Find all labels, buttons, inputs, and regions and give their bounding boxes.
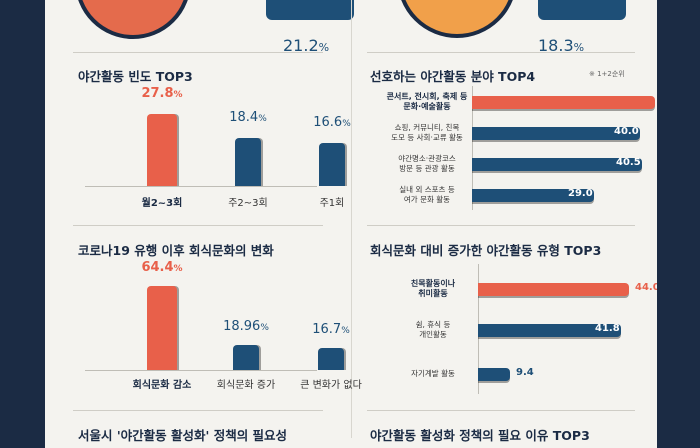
data-label: 40.5 (616, 157, 641, 168)
policy-reason-title: 야간활동 활성화 정책의 필요 이유 TOP3 (370, 428, 590, 443)
column-divider (351, 0, 352, 438)
policy-need-title: 서울시 '야간활동 활성화' 정책의 필요성 (78, 428, 288, 443)
category-label-line: 개인활동 (419, 330, 447, 339)
category-label: 야간명소·관광코스 방문 등 관광 활동 (382, 154, 472, 174)
bar (319, 143, 345, 186)
category-label: 회식문화 증가 (216, 380, 276, 391)
data-label: 16.6% (297, 115, 367, 130)
data-label: 27.8% (127, 86, 197, 101)
corona-baseline (85, 370, 317, 371)
category-label-line: 실내 외 스포츠 등 (399, 185, 455, 194)
category-label: 쇼핑, 커뮤니티, 친목 도모 등 사회·교류 활동 (382, 123, 472, 143)
bar (472, 189, 594, 202)
category-label-line: 쇼핑, 커뮤니티, 친목 (394, 123, 460, 132)
category-label-line: 야간명소·관광코스 (398, 154, 456, 163)
data-label-unit: % (173, 90, 183, 100)
category-label-line: 방문 등 관광 활동 (399, 164, 455, 173)
category-label-line: 자기계발 활동 (411, 369, 455, 378)
bar (235, 138, 261, 186)
corona-title: 코로나19 유행 이후 회식문화의 변화 (78, 243, 274, 258)
field-title: 선호하는 야간활동 분야 TOP4 (370, 69, 536, 84)
data-label: 40.0 (614, 126, 639, 137)
data-label-unit: % (258, 114, 267, 124)
category-label: 주2~3회 (228, 198, 268, 209)
category-label: 큰 변화가 없다 (300, 380, 362, 391)
bar (233, 345, 259, 370)
left-badge (266, 0, 354, 20)
row-divider-3 (73, 410, 323, 411)
infographic-frame: 21.2% 18.3% 야간활동 빈도 TOP3 27.8% 월2~3회 18.4%… (45, 0, 657, 448)
row-divider-1 (73, 52, 323, 53)
frequency-title: 야간활동 빈도 TOP3 (78, 69, 193, 84)
data-label-value: 18.4 (229, 110, 259, 125)
data-label: 16.7% (296, 322, 366, 337)
category-label-line: 취미활동 (418, 289, 448, 298)
data-label: 64.4% (127, 260, 197, 275)
bar (318, 348, 344, 370)
category-label: 주1회 (319, 198, 345, 209)
bar (478, 283, 629, 296)
right-illustration (397, 0, 517, 38)
data-label-value: 64.4 (141, 260, 174, 275)
category-label: 회식문화 감소 (132, 380, 192, 391)
field-axis (472, 86, 473, 210)
data-label-unit: % (342, 119, 351, 129)
category-label: 자기계발 활동 (388, 369, 478, 379)
data-label: 41.8 (595, 323, 620, 334)
category-label-line: 친목활동이나 (410, 279, 456, 288)
field-note: ※ 1+2순위 (589, 70, 625, 78)
row-divider-3b (367, 410, 635, 411)
row-divider-1b (367, 52, 635, 53)
category-label: 월2~3회 (141, 198, 183, 209)
data-label-value: 18.96 (223, 319, 261, 334)
category-label-line: 도모 등 사회·교류 활동 (391, 133, 463, 142)
left-illustration (75, 0, 191, 39)
data-label: 44.0 (635, 282, 657, 293)
right-top-percent: 18.3% (538, 36, 585, 55)
row-divider-2b (367, 225, 635, 226)
category-label-line: 문화·예술활동 (403, 102, 451, 111)
data-label: 9.4 (516, 367, 534, 378)
category-label: 실내 외 스포츠 등 여가 문화 활동 (382, 185, 472, 205)
left-top-percent: 21.2% (283, 36, 330, 55)
frequency-baseline (85, 186, 317, 187)
data-label-unit: % (173, 264, 183, 274)
category-label-line: 콘서트, 전시회, 축제 등 (386, 92, 468, 101)
data-label-value: 16.7 (312, 322, 342, 337)
row-divider-2 (73, 225, 323, 226)
data-label: 29.0 (568, 188, 593, 199)
bar (478, 324, 621, 337)
bar (478, 368, 510, 381)
category-label: 쉼, 휴식 등 개인활동 (388, 320, 478, 340)
bar (147, 114, 177, 186)
category-label: 친목활동이나 취미활동 (388, 279, 478, 299)
data-label-unit: % (260, 323, 269, 333)
bar (147, 286, 177, 370)
data-label: 18.96% (211, 319, 281, 334)
bar (472, 96, 655, 109)
data-label-value: 27.8 (141, 86, 174, 101)
data-label-value: 16.6 (313, 115, 343, 130)
bar (472, 158, 642, 171)
right-badge (538, 0, 626, 20)
increase-title: 회식문화 대비 증가한 야간활동 유형 TOP3 (370, 243, 602, 258)
bar (472, 127, 640, 140)
data-label: 18.4% (213, 110, 283, 125)
category-label-line: 여가 문화 활동 (403, 195, 451, 204)
data-label-unit: % (341, 326, 350, 336)
category-label: 콘서트, 전시회, 축제 등 문화·예술활동 (382, 92, 472, 112)
category-label-line: 쉼, 휴식 등 (415, 320, 451, 329)
